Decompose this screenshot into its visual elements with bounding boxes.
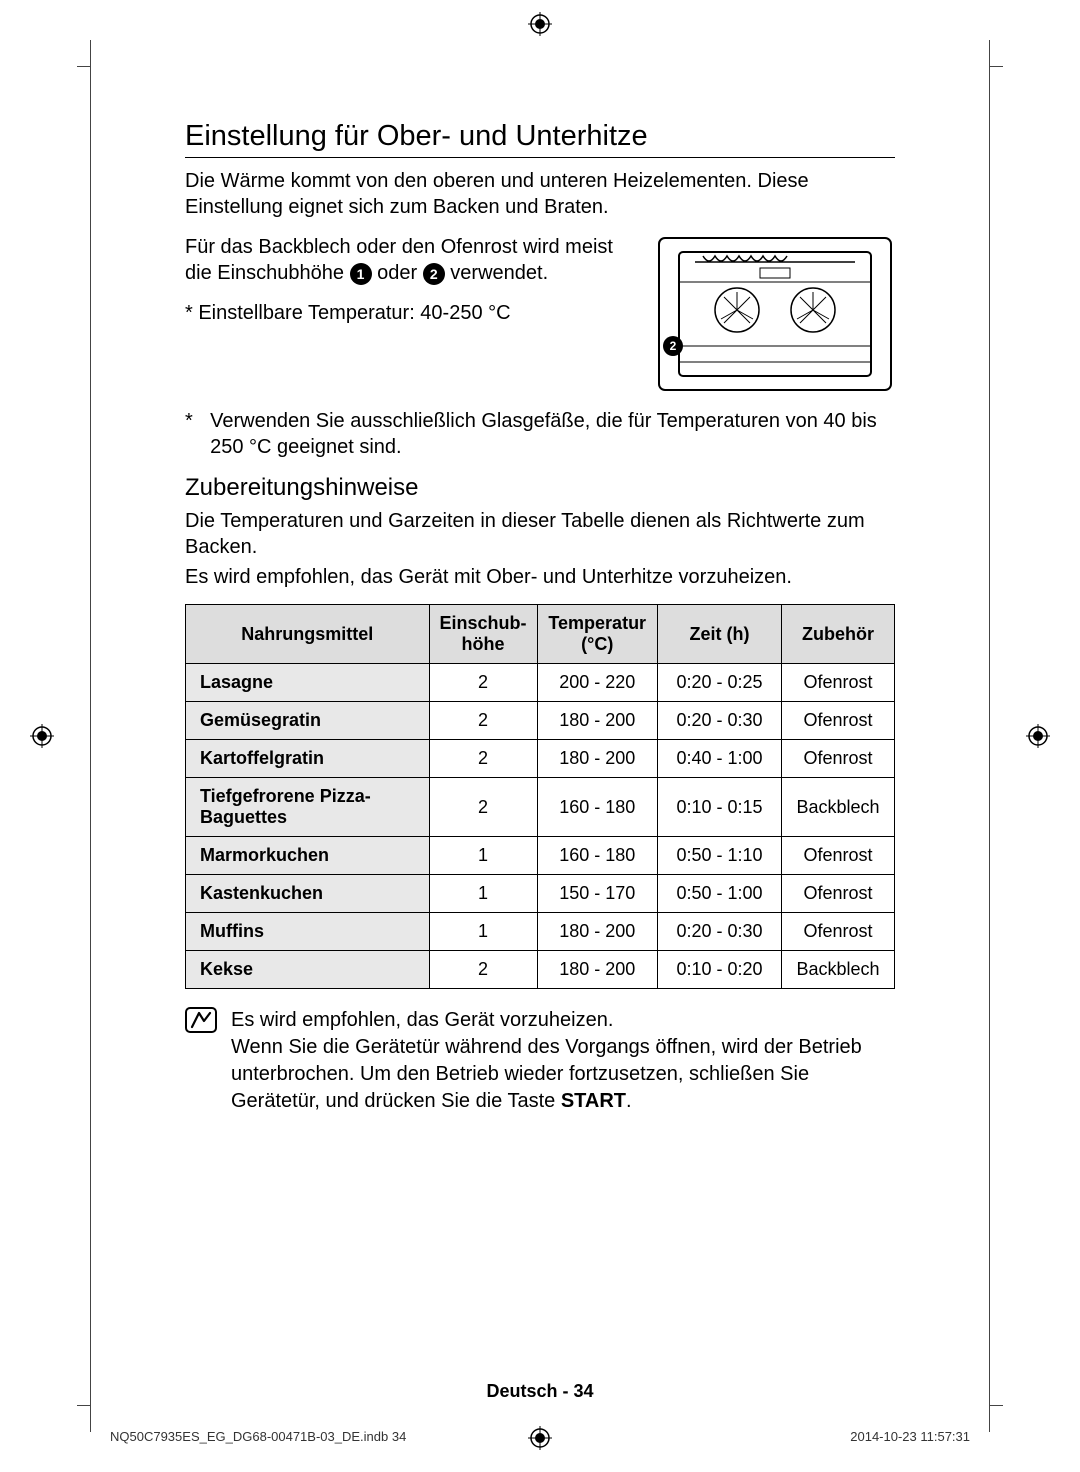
table-cell: Kartoffelgratin: [186, 740, 430, 778]
table-cell: Ofenrost: [782, 664, 895, 702]
table-row: Gemüsegratin2180 - 2000:20 - 0:30Ofenros…: [186, 702, 895, 740]
table-cell: 0:10 - 0:15: [657, 778, 781, 837]
table-cell: 0:20 - 0:30: [657, 702, 781, 740]
table-cell: Ofenrost: [782, 837, 895, 875]
info-line-1: Es wird empfohlen, das Gerät vorzuheizen…: [231, 1009, 613, 1031]
rack-info-row: Für das Backblech oder den Ofenrost wird…: [185, 234, 895, 394]
col-accessory: Zubehör: [782, 605, 895, 664]
table-cell: 1: [429, 913, 537, 951]
table-cell: 0:20 - 0:25: [657, 664, 781, 702]
table-row: Muffins1180 - 2000:20 - 0:30Ofenrost: [186, 913, 895, 951]
table-cell: 180 - 200: [537, 951, 657, 989]
table-header-row: Nahrungsmittel Einschub- höhe Temperatur…: [186, 605, 895, 664]
table-cell: Backblech: [782, 951, 895, 989]
table-cell: 2: [429, 702, 537, 740]
table-row: Kastenkuchen1150 - 1700:50 - 1:00Ofenros…: [186, 875, 895, 913]
table-cell: Backblech: [782, 778, 895, 837]
start-label: START: [561, 1090, 626, 1112]
info-line-2: Wenn Sie die Gerätetür während des Vorga…: [231, 1036, 862, 1112]
svg-text:2: 2: [670, 339, 677, 353]
registration-mark-top: [528, 12, 552, 36]
rack-text-part3: verwendet.: [450, 262, 548, 284]
rack-text-part2: oder: [377, 262, 423, 284]
table-cell: 2: [429, 740, 537, 778]
temp-range: * Einstellbare Temperatur: 40-250 °C: [185, 300, 635, 326]
table-cell: 2: [429, 951, 537, 989]
col-level: Einschub- höhe: [429, 605, 537, 664]
intro-paragraph: Die Wärme kommt von den oberen und unter…: [185, 168, 895, 220]
table-cell: 2: [429, 778, 537, 837]
footer-filename: NQ50C7935ES_EG_DG68-00471B-03_DE.indb 34: [110, 1429, 406, 1444]
table-cell: 0:20 - 0:30: [657, 913, 781, 951]
table-cell: Ofenrost: [782, 913, 895, 951]
col-time: Zeit (h): [657, 605, 781, 664]
level-badge-1: 1: [350, 263, 372, 285]
table-row: Kekse2180 - 2000:10 - 0:20Backblech: [186, 951, 895, 989]
table-cell: Ofenrost: [782, 875, 895, 913]
registration-mark-left: [30, 724, 54, 748]
note-icon: [185, 1007, 217, 1033]
rack-text: Für das Backblech oder den Ofenrost wird…: [185, 234, 635, 286]
table-cell: 200 - 220: [537, 664, 657, 702]
table-cell: 180 - 200: [537, 702, 657, 740]
sub-paragraph-2: Es wird empfohlen, das Gerät mit Ober- u…: [185, 564, 895, 590]
table-cell: 1: [429, 875, 537, 913]
level-badge-2: 2: [423, 263, 445, 285]
table-cell: 180 - 200: [537, 913, 657, 951]
table-cell: 160 - 180: [537, 778, 657, 837]
page-content: Einstellung für Ober- und Unterhitze Die…: [185, 120, 895, 1115]
registration-mark-right: [1026, 724, 1050, 748]
table-row: Tiefgefrorene Pizza-Baguettes2160 - 1800…: [186, 778, 895, 837]
table-cell: 0:40 - 1:00: [657, 740, 781, 778]
asterisk: *: [185, 408, 196, 460]
table-cell: 160 - 180: [537, 837, 657, 875]
glass-note: * Verwenden Sie ausschließlich Glasgefäß…: [185, 408, 895, 460]
sub-heading: Zubereitungshinweise: [185, 474, 895, 502]
table-cell: Tiefgefrorene Pizza-Baguettes: [186, 778, 430, 837]
table-cell: Kekse: [186, 951, 430, 989]
footer-timestamp: 2014-10-23 11:57:31: [850, 1429, 970, 1444]
table-cell: Ofenrost: [782, 740, 895, 778]
col-temp: Temperatur (°C): [537, 605, 657, 664]
table-cell: Ofenrost: [782, 702, 895, 740]
info-note-text: Es wird empfohlen, das Gerät vorzuheizen…: [231, 1007, 895, 1115]
table-cell: 0:50 - 1:00: [657, 875, 781, 913]
oven-diagram: 2: [655, 234, 895, 394]
table-cell: 0:10 - 0:20: [657, 951, 781, 989]
table-row: Marmorkuchen1160 - 1800:50 - 1:10Ofenros…: [186, 837, 895, 875]
table-cell: Muffins: [186, 913, 430, 951]
table-cell: 2: [429, 664, 537, 702]
table-cell: Lasagne: [186, 664, 430, 702]
table-row: Kartoffelgratin2180 - 2000:40 - 1:00Ofen…: [186, 740, 895, 778]
table-cell: 0:50 - 1:10: [657, 837, 781, 875]
cooking-table: Nahrungsmittel Einschub- höhe Temperatur…: [185, 604, 895, 989]
table-cell: 150 - 170: [537, 875, 657, 913]
col-food: Nahrungsmittel: [186, 605, 430, 664]
footer-page: Deutsch - 34: [0, 1381, 1080, 1402]
table-cell: 1: [429, 837, 537, 875]
glass-note-text: Verwenden Sie ausschließlich Glasgefäße,…: [210, 408, 895, 460]
table-cell: Kastenkuchen: [186, 875, 430, 913]
table-cell: Marmorkuchen: [186, 837, 430, 875]
sub-paragraph-1: Die Temperaturen und Garzeiten in dieser…: [185, 508, 895, 560]
info-period: .: [626, 1090, 632, 1112]
section-heading: Einstellung für Ober- und Unterhitze: [185, 120, 895, 158]
table-cell: 180 - 200: [537, 740, 657, 778]
info-note: Es wird empfohlen, das Gerät vorzuheizen…: [185, 1007, 895, 1115]
table-row: Lasagne2200 - 2200:20 - 0:25Ofenrost: [186, 664, 895, 702]
table-cell: Gemüsegratin: [186, 702, 430, 740]
